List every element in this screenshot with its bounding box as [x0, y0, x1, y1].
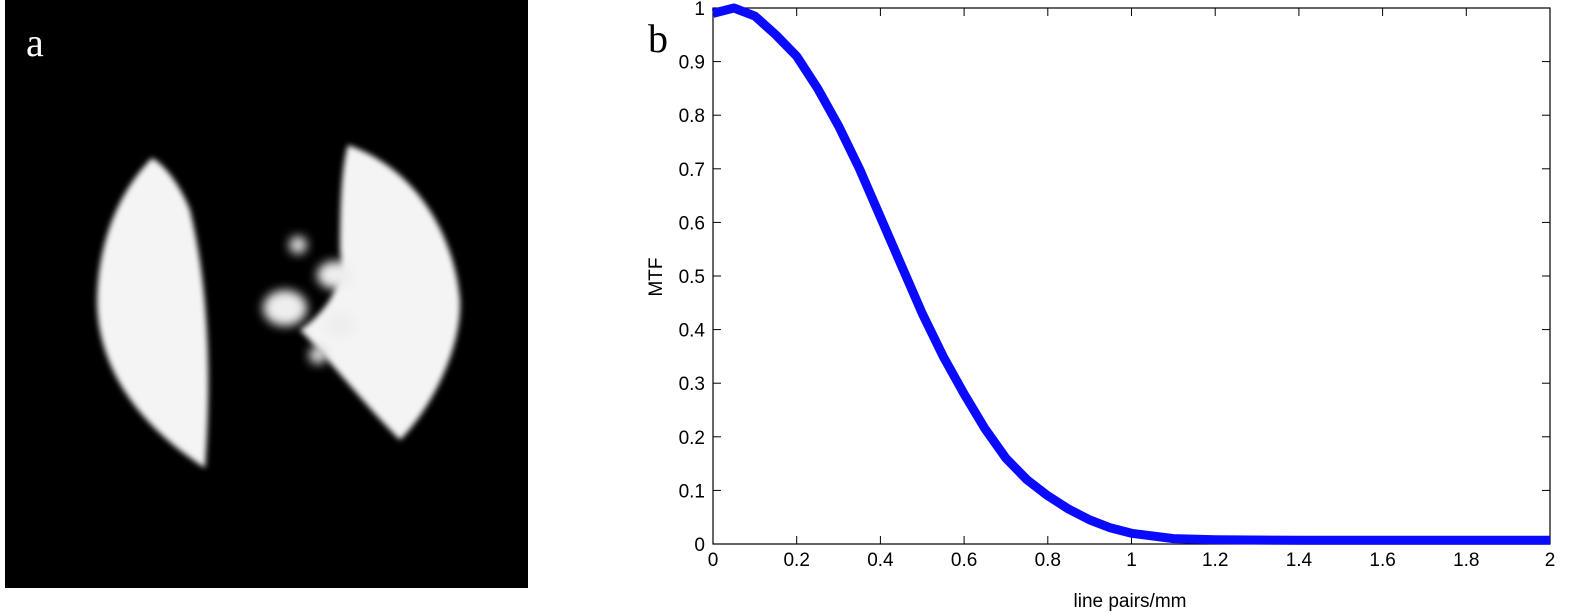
- x-tick-label: 0.2: [783, 550, 809, 571]
- x-tick-label: 0.8: [1035, 550, 1061, 571]
- x-tick-label: 0.4: [867, 550, 894, 571]
- x-tick-label: 0.6: [951, 550, 977, 571]
- image-blob: [317, 261, 353, 289]
- image-blob: [324, 313, 356, 337]
- y-tick-label: 0.1: [679, 481, 705, 502]
- x-tick-label: 1.2: [1202, 550, 1228, 571]
- y-tick-label: 0.2: [679, 428, 705, 449]
- image-panel: a: [5, 0, 528, 588]
- x-tick-label: 0: [708, 550, 719, 571]
- y-tick-label: 0.8: [679, 106, 705, 127]
- x-tick-label: 1.6: [1369, 550, 1395, 571]
- image-blob: [300, 145, 461, 440]
- x-tick-label: 2: [1545, 550, 1556, 571]
- y-tick-label: 0.7: [679, 160, 705, 181]
- y-tick-label: 0.5: [679, 267, 705, 288]
- y-tick-label: 0.9: [679, 53, 705, 74]
- plot-frame: [712, 7, 1551, 545]
- line-series: [711, 3, 1550, 545]
- y-tick-label: 0.3: [679, 374, 705, 395]
- x-tick-label: 1.4: [1286, 550, 1313, 571]
- y-axis-label: MTF: [646, 257, 667, 296]
- panel-label: b: [648, 16, 668, 61]
- panel-label: a: [26, 20, 44, 65]
- y-tick-label: 0.4: [679, 321, 706, 342]
- x-axis-label: line pairs/mm: [1074, 591, 1187, 612]
- x-tick-label: 1: [1126, 550, 1137, 571]
- y-tick-label: 0.6: [679, 213, 705, 234]
- y-tick-label: 0: [694, 535, 705, 556]
- image-blob: [289, 236, 307, 254]
- image-blob: [97, 158, 209, 468]
- x-tick-label: 1.8: [1453, 550, 1479, 571]
- y-tick-label: 1: [694, 0, 705, 20]
- image-blob: [263, 290, 307, 326]
- image-blob: [309, 346, 327, 364]
